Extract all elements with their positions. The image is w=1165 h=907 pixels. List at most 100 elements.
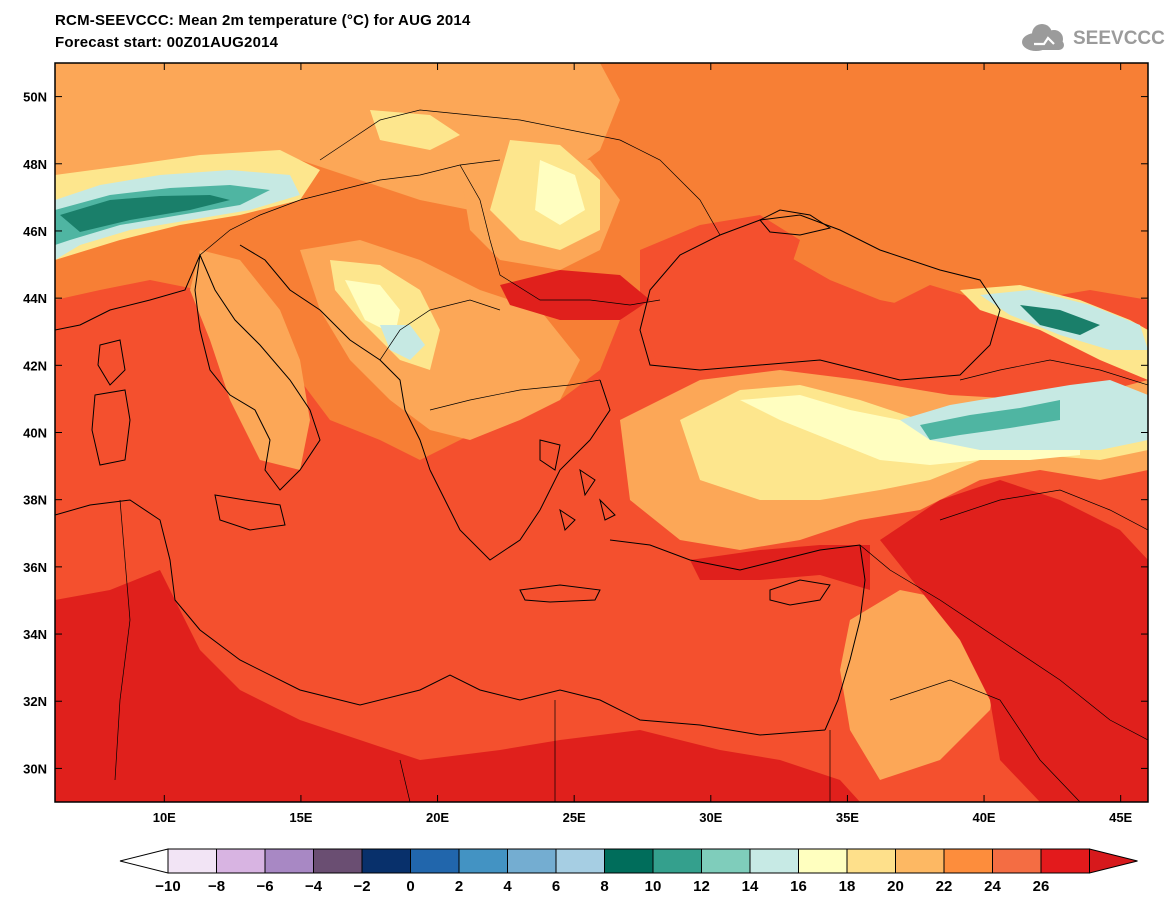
border-5 — [429, 379, 601, 411]
lon-label: 15E — [289, 810, 312, 825]
lon-label: 10E — [153, 810, 176, 825]
colorbar-label: −6 — [256, 878, 273, 895]
colorbar-over-arrow — [1089, 848, 1138, 874]
colorbar: −10 −8 −6 −4 −2 0 2 4 6 8 10 12 14 16 18 20 22 24 26 — [119, 848, 1138, 895]
lat-label: 44N — [23, 291, 47, 306]
coast-crimea — [759, 209, 832, 236]
latitude-axis: 50N 48N 46N 44N 42N 40N 38N 36N 34N 32N 30N — [23, 90, 1148, 776]
colorbar-swatch — [846, 848, 896, 874]
coast-crete — [519, 584, 601, 603]
coast-sicily — [214, 494, 286, 531]
field-light-orange-italy — [190, 250, 310, 470]
colorbar-label: −4 — [305, 878, 323, 895]
colorbar-label: 26 — [1033, 878, 1050, 895]
lat-label: 48N — [23, 157, 47, 172]
field-deepred-africa — [55, 570, 860, 802]
coast-blacksea — [639, 214, 1001, 381]
border-6 — [619, 139, 721, 236]
lat-label: 36N — [23, 560, 47, 575]
colorbar-swatch — [749, 848, 799, 874]
colorbar-label: −8 — [208, 878, 225, 895]
border-4 — [379, 299, 501, 361]
logo-text: SEEVCCC — [1073, 28, 1165, 49]
colorbar-swatch — [410, 848, 460, 874]
colorbar-label: −2 — [353, 878, 370, 895]
border-7 — [859, 544, 1148, 741]
field-deepred-north — [500, 270, 650, 320]
coast-levant — [824, 544, 866, 731]
lat-label: 32N — [23, 694, 47, 709]
coast-italy — [194, 253, 321, 491]
field-cream-balkan — [345, 280, 400, 335]
border-11 — [399, 759, 411, 802]
colorbar-label: −10 — [155, 878, 180, 895]
colorbar-label: 4 — [503, 878, 512, 895]
colorbar-swatch — [943, 848, 993, 874]
border-1 — [199, 159, 501, 256]
coast-corsica — [97, 339, 126, 386]
coast-africa — [55, 499, 826, 736]
colorbar-label: 24 — [984, 878, 1001, 895]
colorbar-swatch — [555, 848, 605, 874]
coast-aegean-islands — [539, 439, 616, 531]
colorbar-swatch — [992, 848, 1042, 874]
colorbar-label: 8 — [600, 878, 608, 895]
colorbar-label: 2 — [455, 878, 463, 895]
field-teal-dark-alps — [60, 195, 230, 232]
forecast-start-label: Forecast start: 00Z01AUG2014 — [55, 34, 279, 51]
longitude-axis: 10E 15E 20E 25E 30E 35E 40E 45E — [153, 63, 1133, 825]
field-deepred-mesopotamia — [880, 480, 1148, 802]
colorbar-swatch — [313, 848, 363, 874]
colorbar-label: 14 — [742, 878, 759, 895]
field-teal-light-dinaric — [380, 325, 425, 360]
colorbar-label: 6 — [552, 878, 560, 895]
chart-title: RCM-SEEVCCC: Mean 2m temperature (°C) fo… — [55, 12, 471, 29]
coast-cyprus — [769, 579, 831, 606]
field-cream-carpathian — [535, 160, 585, 225]
colorbar-swatch — [1040, 848, 1090, 874]
lon-label: 30E — [699, 810, 722, 825]
lon-label: 40E — [972, 810, 995, 825]
colorbar-label: 18 — [839, 878, 856, 895]
lat-label: 42N — [23, 358, 47, 373]
temperature-field — [55, 63, 1148, 802]
border-9 — [889, 679, 1081, 802]
coast-anatolia-south — [609, 539, 861, 571]
colorbar-swatch — [895, 848, 945, 874]
coast-greece — [429, 379, 611, 561]
colorbar-swatch — [798, 848, 848, 874]
colorbar-swatch — [264, 848, 314, 874]
colorbar-label: 16 — [790, 878, 807, 895]
lon-label: 45E — [1109, 810, 1132, 825]
coast-adriatic-east — [239, 244, 431, 471]
border-14 — [959, 359, 1148, 386]
field-teal-dark-caucasus — [1020, 305, 1100, 335]
colorbar-swatch — [361, 848, 411, 874]
border-8 — [939, 489, 1148, 531]
border-3 — [459, 164, 661, 306]
colorbar-swatch — [507, 848, 557, 874]
lat-label: 30N — [23, 761, 47, 776]
lat-label: 34N — [23, 627, 47, 642]
colorbar-under-arrow — [119, 848, 169, 874]
coast-sardinia — [91, 389, 131, 466]
lat-label: 50N — [23, 90, 47, 105]
field-yellow-tatra — [370, 110, 460, 150]
colorbar-label: 12 — [693, 878, 710, 895]
colorbar-label: 20 — [887, 878, 904, 895]
lat-label: 40N — [23, 426, 47, 441]
field-teal-mid-eanatolia — [920, 400, 1060, 440]
colorbar-swatch — [701, 848, 751, 874]
colorbar-swatch — [167, 848, 217, 874]
lat-label: 38N — [23, 493, 47, 508]
seevccc-logo — [1022, 24, 1064, 51]
lon-label: 25E — [563, 810, 586, 825]
country-borders — [114, 109, 1148, 802]
lon-label: 35E — [836, 810, 859, 825]
colorbar-swatch — [652, 848, 702, 874]
colorbar-label: 0 — [406, 878, 414, 895]
colorbar-label: 22 — [936, 878, 953, 895]
border-10 — [114, 499, 131, 781]
border-2 — [319, 109, 621, 161]
